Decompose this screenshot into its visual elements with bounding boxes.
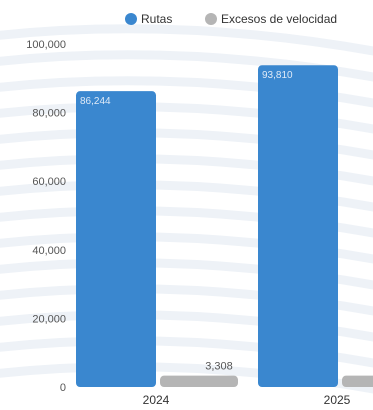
bar-excesos-2024 <box>160 375 238 387</box>
data-label: 86,244 <box>80 96 111 107</box>
x-axis: 2024 2025 <box>143 393 351 407</box>
y-tick-label: 40,000 <box>32 245 66 257</box>
bar-excesos-2025 <box>342 375 373 387</box>
watermark-stripe <box>0 284 373 316</box>
y-axis: 0 20,000 40,000 60,000 80,000 100,000 <box>26 39 66 394</box>
legend-marker <box>125 13 137 25</box>
watermark-stripe <box>0 180 373 212</box>
y-tick-label: 80,000 <box>32 108 66 120</box>
legend-label: Excesos de velocidad <box>221 12 337 26</box>
bar-rutas-2025 <box>258 65 338 388</box>
watermark-stripe <box>0 102 373 134</box>
watermark-stripe <box>0 154 373 186</box>
legend-marker <box>205 13 217 25</box>
watermark-stripe <box>0 24 373 56</box>
data-label: 93,810 <box>262 70 293 81</box>
x-tick-label: 2025 <box>324 393 351 407</box>
legend-label: Rutas <box>141 12 172 26</box>
y-tick-label: 60,000 <box>32 176 66 188</box>
y-tick-label: 20,000 <box>32 313 66 325</box>
data-label: 3,308 <box>205 361 233 373</box>
watermark-stripe <box>0 128 373 160</box>
watermark-stripe <box>0 258 373 290</box>
x-tick-label: 2024 <box>143 393 170 407</box>
watermark-stripe <box>0 50 373 82</box>
watermark-stripe <box>0 232 373 264</box>
y-tick-label: 0 <box>60 382 66 394</box>
watermark-stripe <box>0 76 373 108</box>
chart-legend: Rutas Excesos de velocidad <box>125 12 337 26</box>
watermark-stripe <box>0 336 373 368</box>
watermark-stripe <box>0 206 373 238</box>
bar-rutas-2024 <box>76 91 156 388</box>
y-tick-label: 100,000 <box>26 39 66 51</box>
watermark-stripe <box>0 310 373 342</box>
